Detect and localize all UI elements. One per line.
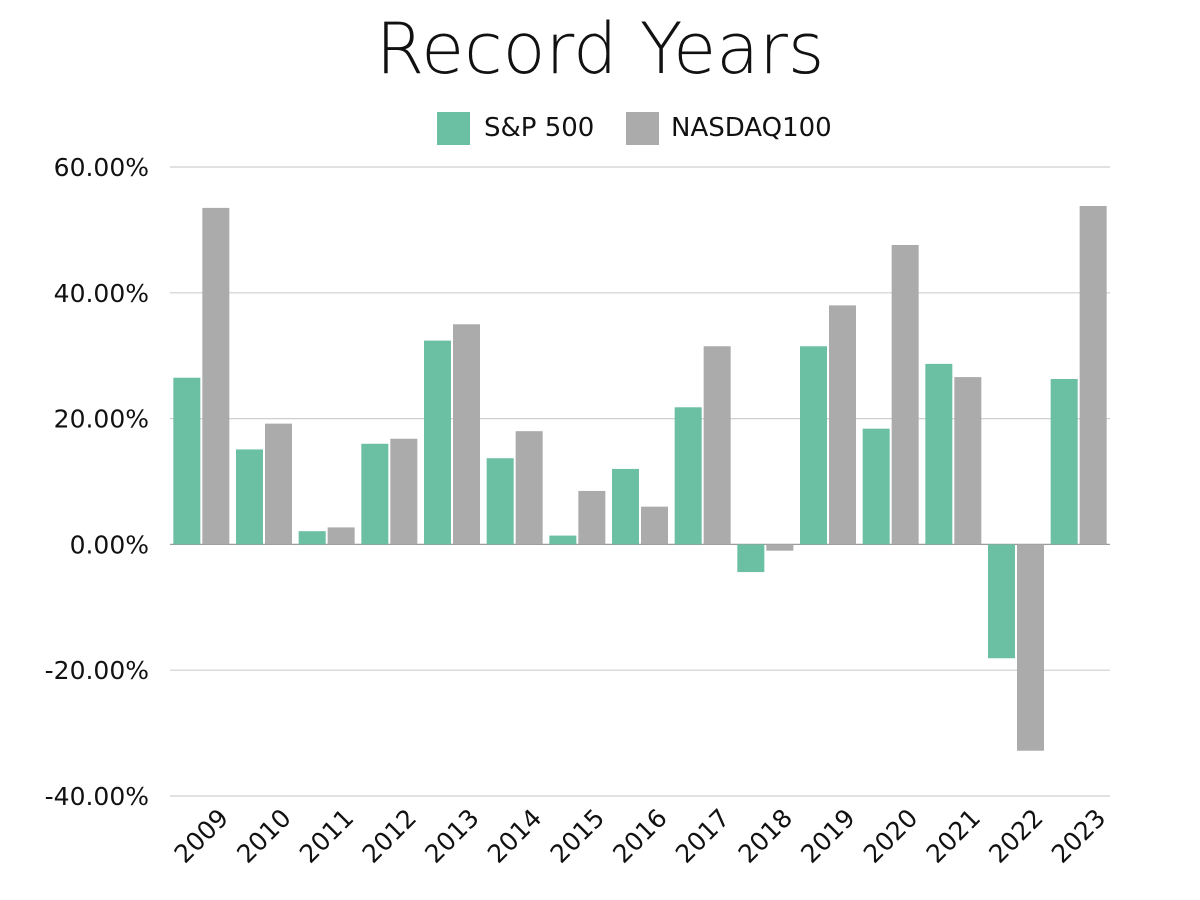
x-tick-label-2018: 2018 (733, 803, 798, 868)
sp500-bar-2014 (486, 458, 514, 545)
legend-label-sp500: S&P 500 (484, 113, 594, 143)
sp500-bar-2018 (737, 544, 765, 573)
sp500-bar-2021 (925, 363, 953, 545)
legend-swatch-nasdaq100 (626, 112, 659, 145)
sp500-bar-2015 (549, 535, 577, 545)
nasdaq100-bar-2009 (202, 207, 230, 545)
sp500-bar-2017 (674, 407, 702, 545)
x-tick-label-2020: 2020 (858, 803, 923, 868)
sp500-bar-2022 (988, 544, 1015, 659)
sp500-bar-2020 (862, 428, 890, 545)
nasdaq100-bar-2020 (891, 244, 919, 545)
y-tick-label: -20.00% (45, 656, 149, 685)
sp500-bar-2010 (236, 449, 263, 545)
x-tick-label-2016: 2016 (607, 803, 672, 868)
x-tick-label-2021: 2021 (921, 803, 986, 868)
gridlines (170, 166, 1110, 797)
x-tick-label-2013: 2013 (419, 803, 484, 868)
y-tick-label: 20.00% (54, 405, 149, 434)
nasdaq100-bar-2010 (265, 423, 292, 545)
x-tick-label-2009: 2009 (169, 803, 234, 868)
sp500-bar-2019 (800, 346, 827, 545)
y-tick-label: 40.00% (54, 279, 149, 308)
nasdaq100-bar-2011 (327, 527, 355, 545)
nasdaq100-bar-2014 (515, 431, 543, 545)
nasdaq100-bar-2021 (954, 377, 982, 545)
y-tick-label: -40.00% (45, 782, 149, 811)
x-tick-label-2022: 2022 (983, 803, 1048, 868)
y-tick-label: 60.00% (54, 153, 149, 182)
legend: S&P 500 NASDAQ100 (437, 112, 832, 145)
sp500-bar-2009 (173, 377, 201, 545)
bars (173, 205, 1107, 751)
nasdaq100-bar-2016 (641, 506, 668, 545)
nasdaq100-bar-2012 (390, 438, 418, 545)
nasdaq100-bar-2018 (766, 544, 794, 551)
x-tick-label-2011: 2011 (294, 803, 359, 868)
nasdaq100-bar-2023 (1079, 205, 1107, 545)
x-tick-label-2012: 2012 (357, 803, 422, 868)
sp500-bar-2013 (424, 340, 451, 545)
chart-title: Record Years (376, 8, 825, 90)
x-tick-label-2019: 2019 (795, 803, 860, 868)
sp500-bar-2023 (1050, 378, 1078, 545)
sp500-bar-2016 (612, 468, 639, 545)
x-tick-label-2023: 2023 (1046, 803, 1111, 868)
sp500-bar-2011 (298, 531, 326, 545)
y-axis-labels: 60.00% 40.00% 20.00% 0.00% -20.00% -40.00% (45, 153, 149, 811)
x-tick-label-2017: 2017 (670, 803, 735, 868)
sp500-bar-2012 (361, 443, 389, 545)
nasdaq100-bar-2015 (578, 490, 606, 545)
nasdaq100-bar-2013 (453, 324, 480, 545)
legend-swatch-sp500 (437, 112, 470, 145)
nasdaq100-bar-2019 (829, 305, 856, 545)
x-axis-labels: 2009201020112012201320142015201620172018… (169, 803, 1112, 868)
x-tick-label-2014: 2014 (482, 803, 547, 868)
nasdaq100-bar-2017 (703, 346, 731, 545)
legend-label-nasdaq100: NASDAQ100 (671, 113, 832, 143)
x-tick-label-2010: 2010 (231, 803, 296, 868)
x-tick-label-2015: 2015 (545, 803, 610, 868)
nasdaq100-bar-2022 (1017, 544, 1044, 751)
y-tick-label: 0.00% (70, 530, 149, 559)
